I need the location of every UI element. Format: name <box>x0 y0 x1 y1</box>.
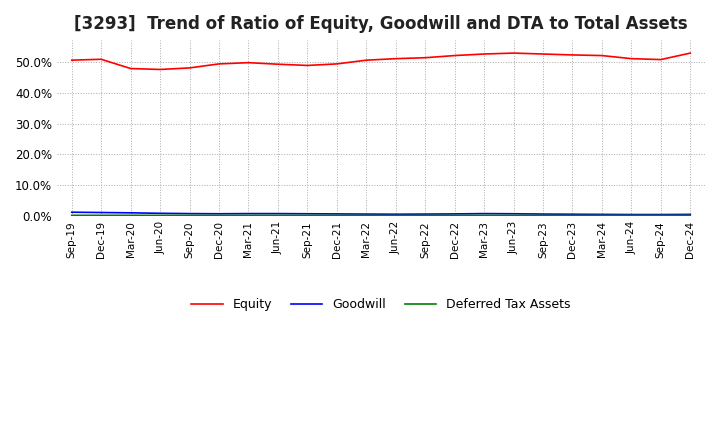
Equity <box>598 53 606 58</box>
Deferred Tax Assets <box>392 213 400 218</box>
Goodwill <box>185 211 194 216</box>
Deferred Tax Assets <box>568 213 577 218</box>
Goodwill <box>686 212 695 217</box>
Deferred Tax Assets <box>303 213 312 218</box>
Equity <box>303 63 312 68</box>
Equity <box>156 67 164 72</box>
Deferred Tax Assets <box>215 213 223 218</box>
Deferred Tax Assets <box>480 213 488 218</box>
Equity <box>627 56 636 61</box>
Goodwill <box>627 212 636 217</box>
Goodwill <box>97 210 106 215</box>
Goodwill <box>156 211 164 216</box>
Deferred Tax Assets <box>450 213 459 218</box>
Equity <box>244 60 253 65</box>
Deferred Tax Assets <box>598 213 606 218</box>
Equity <box>274 62 282 67</box>
Equity <box>568 52 577 58</box>
Equity <box>509 51 518 56</box>
Equity <box>686 51 695 56</box>
Goodwill <box>333 211 341 216</box>
Title: [3293]  Trend of Ratio of Equity, Goodwill and DTA to Total Assets: [3293] Trend of Ratio of Equity, Goodwil… <box>74 15 688 33</box>
Line: Goodwill: Goodwill <box>72 212 690 215</box>
Equity <box>215 61 223 66</box>
Goodwill <box>480 211 488 216</box>
Equity <box>68 58 76 63</box>
Deferred Tax Assets <box>509 213 518 218</box>
Goodwill <box>539 212 547 217</box>
Deferred Tax Assets <box>539 213 547 218</box>
Goodwill <box>657 212 665 217</box>
Deferred Tax Assets <box>156 213 164 218</box>
Deferred Tax Assets <box>274 213 282 218</box>
Deferred Tax Assets <box>97 213 106 218</box>
Equity <box>97 57 106 62</box>
Equity <box>539 51 547 57</box>
Legend: Equity, Goodwill, Deferred Tax Assets: Equity, Goodwill, Deferred Tax Assets <box>186 293 575 316</box>
Equity <box>421 55 430 60</box>
Deferred Tax Assets <box>627 213 636 218</box>
Goodwill <box>568 212 577 217</box>
Deferred Tax Assets <box>244 213 253 218</box>
Deferred Tax Assets <box>657 213 665 218</box>
Equity <box>657 57 665 62</box>
Deferred Tax Assets <box>333 213 341 218</box>
Equity <box>480 51 488 57</box>
Equity <box>333 61 341 66</box>
Deferred Tax Assets <box>68 213 76 218</box>
Goodwill <box>598 212 606 217</box>
Deferred Tax Assets <box>686 213 695 218</box>
Deferred Tax Assets <box>185 213 194 218</box>
Equity <box>362 58 371 63</box>
Line: Equity: Equity <box>72 53 690 70</box>
Goodwill <box>303 211 312 216</box>
Equity <box>392 56 400 61</box>
Goodwill <box>392 212 400 217</box>
Deferred Tax Assets <box>421 213 430 218</box>
Goodwill <box>215 211 223 216</box>
Deferred Tax Assets <box>362 213 371 218</box>
Goodwill <box>244 211 253 216</box>
Goodwill <box>450 211 459 216</box>
Deferred Tax Assets <box>126 213 135 218</box>
Equity <box>126 66 135 71</box>
Equity <box>185 65 194 70</box>
Equity <box>450 53 459 58</box>
Goodwill <box>362 212 371 217</box>
Goodwill <box>274 211 282 216</box>
Goodwill <box>509 211 518 216</box>
Goodwill <box>126 210 135 216</box>
Goodwill <box>68 209 76 215</box>
Goodwill <box>421 212 430 217</box>
